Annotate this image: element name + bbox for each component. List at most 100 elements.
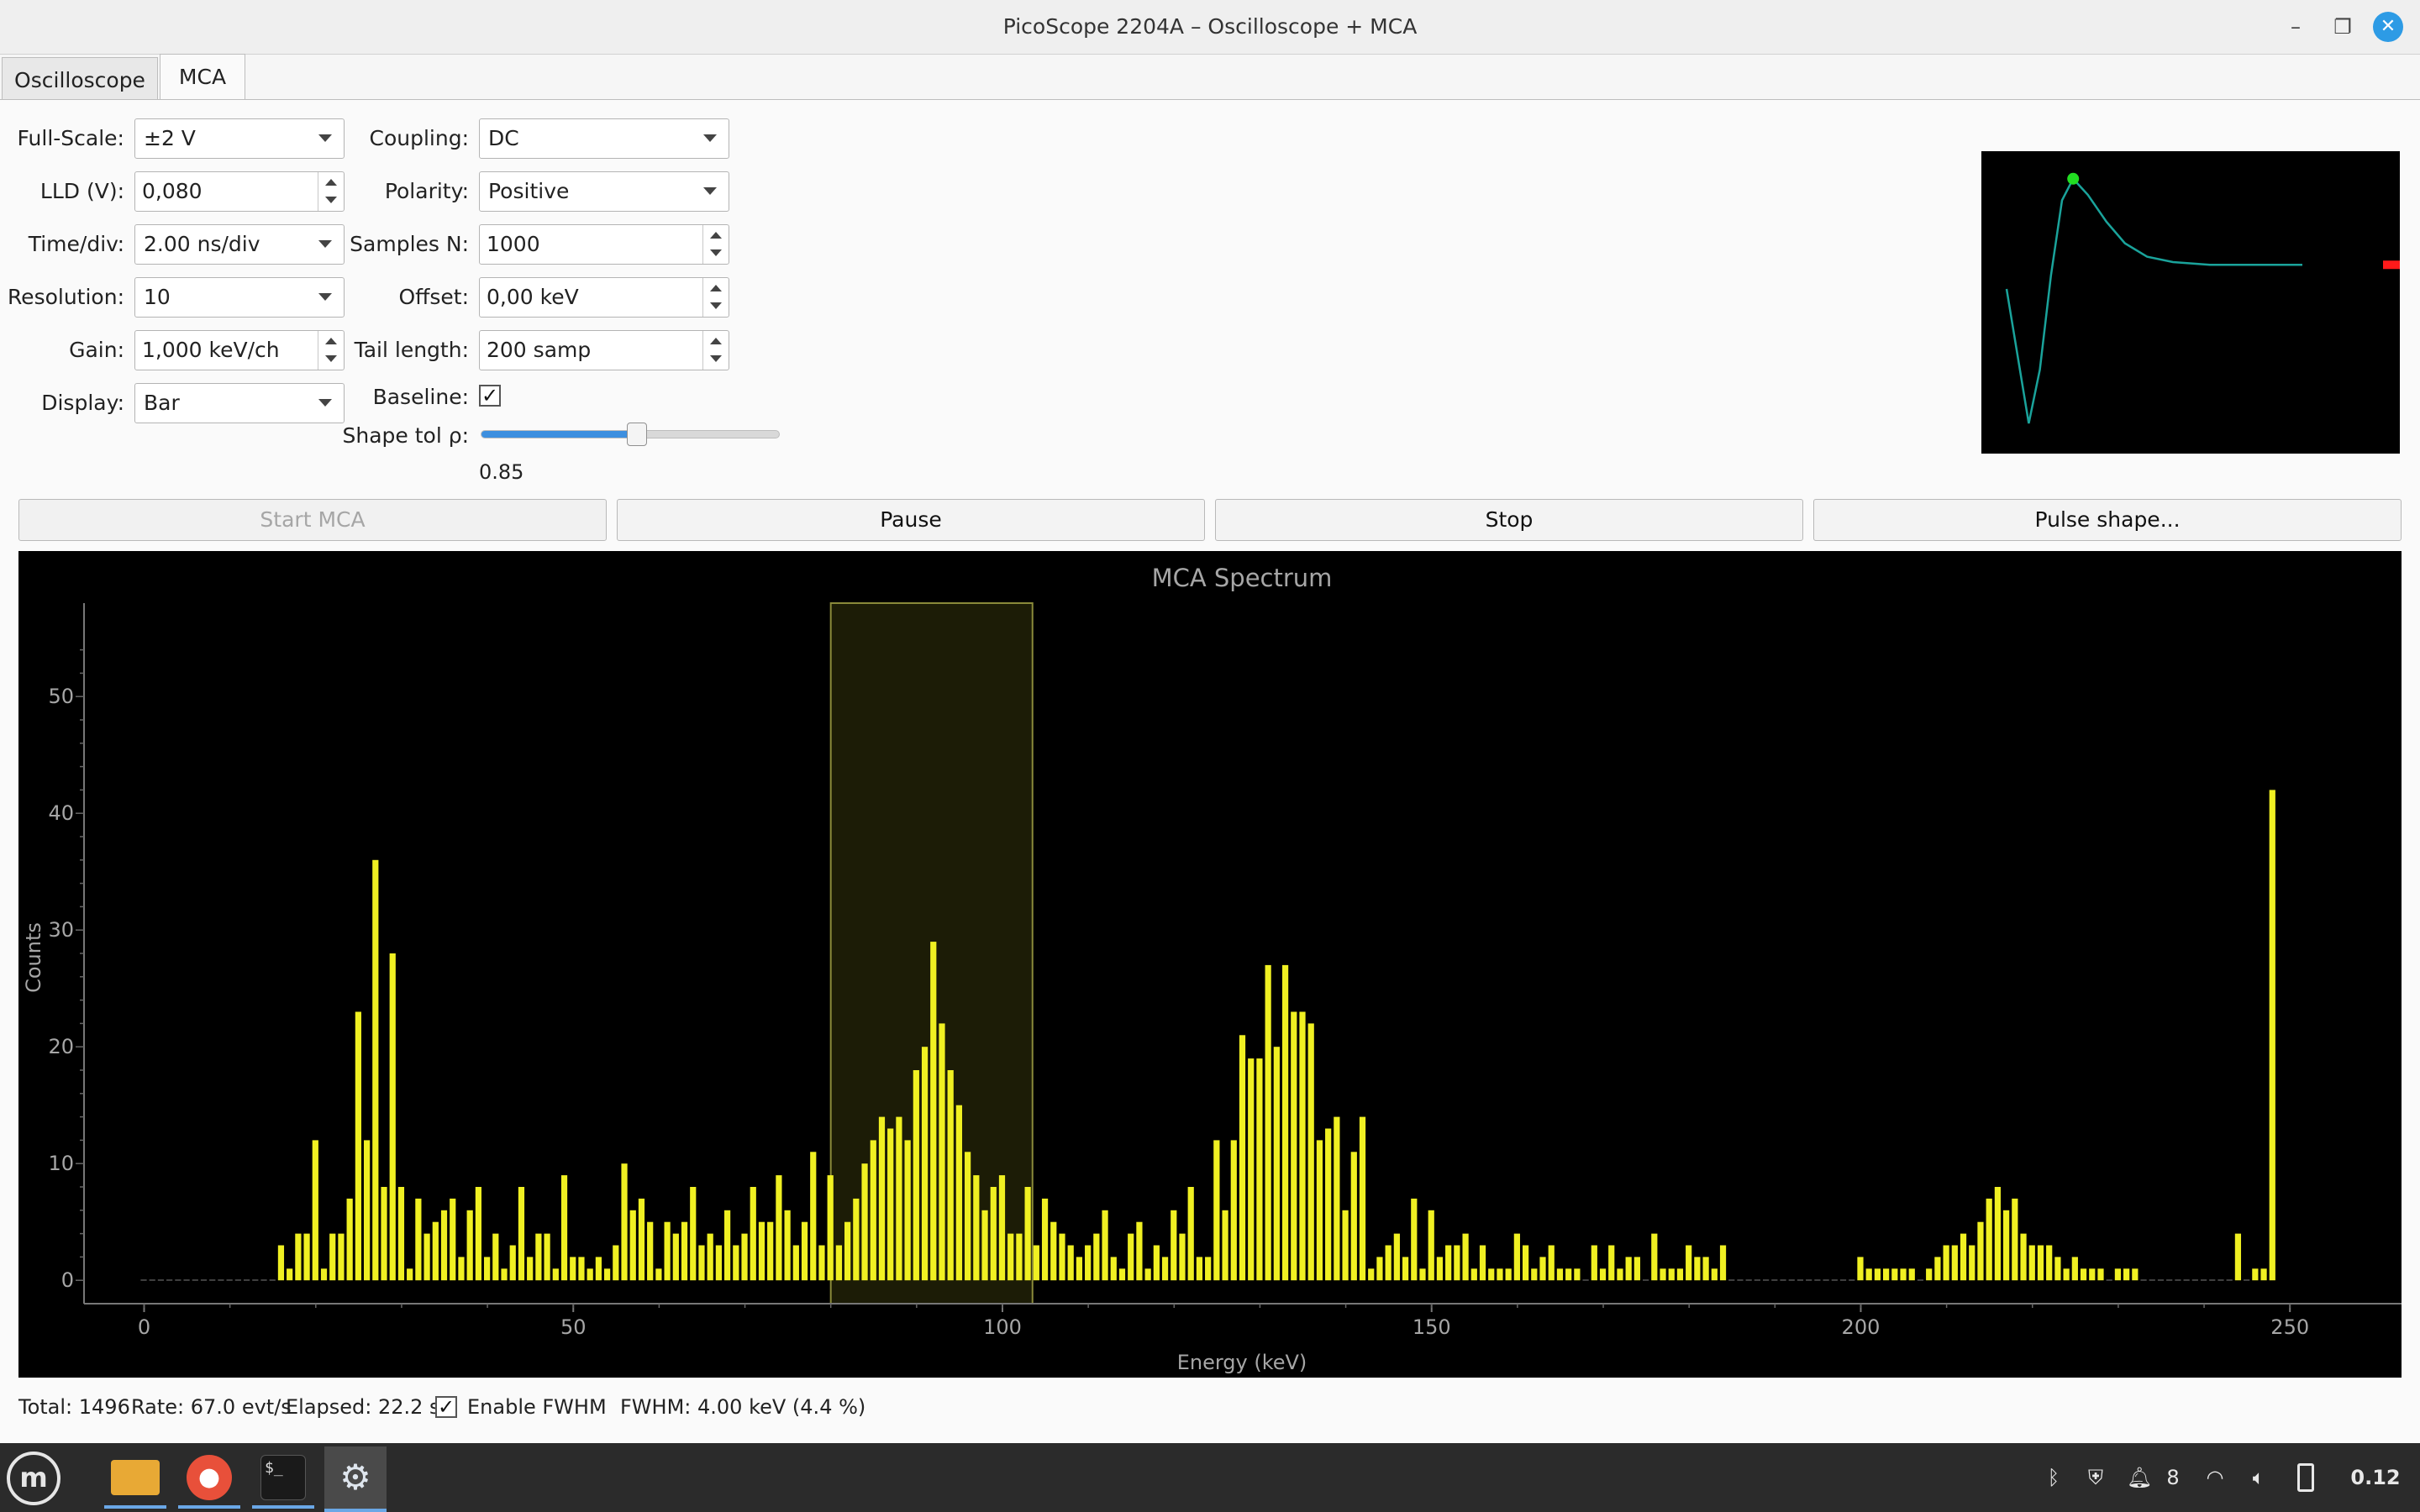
spectrum-bar (192, 1279, 198, 1281)
wifi-icon[interactable]: ◠ (2206, 1466, 2224, 1489)
spectrum-bar (2140, 1279, 2147, 1281)
spin-up-icon[interactable] (710, 285, 722, 291)
baseline-checkbox[interactable]: ✓ (479, 385, 501, 407)
offset-spinbox[interactable]: 0,00 keV (479, 277, 729, 318)
full-scale-select[interactable]: ±2 V (134, 118, 345, 159)
display-select[interactable]: Bar (134, 383, 345, 423)
spin-down-icon[interactable] (710, 355, 722, 362)
spectrum-bar (218, 1279, 224, 1281)
resolution-select[interactable]: 10 (134, 277, 345, 318)
mca-spectrum-chart[interactable]: MCA Spectrum Energy (keV) Counts 0 50 100 1… (18, 551, 2402, 1378)
pulse-peak-marker (2067, 172, 2080, 185)
spectrum-bar (707, 1233, 713, 1281)
spectrum-bar (1599, 1268, 1607, 1281)
spin-down-icon[interactable] (710, 302, 722, 309)
spectrum-bar (1960, 1233, 1967, 1281)
spectrum-bar (672, 1233, 679, 1281)
spectrum-bar (1110, 1257, 1117, 1281)
spectrum-bar (1788, 1279, 1795, 1281)
start-mca-button[interactable]: Start MCA (18, 499, 607, 541)
volume-icon[interactable]: 🔈︎ (2252, 1466, 2265, 1489)
spectrum-bar (878, 1116, 886, 1281)
pause-button[interactable]: Pause (617, 499, 1205, 541)
pulse-preview-background (1981, 151, 2400, 454)
close-icon[interactable]: ✕ (2373, 12, 2403, 42)
spectrum-bar (1505, 1268, 1512, 1281)
spectrum-bar (2089, 1268, 2096, 1281)
full-scale-value: ±2 V (144, 126, 196, 150)
gain-spinbox[interactable]: 1,000 keV/ch (134, 330, 345, 370)
spin-up-icon[interactable] (325, 338, 337, 344)
spectrum-bar (921, 1047, 929, 1281)
time-div-select[interactable]: 2.00 ns/div (134, 224, 345, 265)
spectrum-bar (1797, 1279, 1804, 1281)
tail-length-spinbox[interactable]: 200 samp (479, 330, 729, 370)
samples-n-label: Samples N: (350, 232, 469, 256)
stop-button[interactable]: Stop (1215, 499, 1803, 541)
spectrum-bar (758, 1221, 765, 1281)
spectrum-bar (1393, 1233, 1400, 1281)
spectrum-bar (1522, 1245, 1529, 1281)
tab-mca[interactable]: MCA (160, 54, 245, 102)
maximize-icon[interactable]: ❐ (2333, 15, 2352, 39)
tab-oscilloscope[interactable]: Oscilloscope (2, 57, 158, 102)
spectrum-bar (355, 1011, 361, 1281)
lld-spinbox[interactable]: 0,080 (134, 171, 345, 212)
spectrum-bar (389, 953, 396, 1281)
menu-icon[interactable]: m (7, 1452, 60, 1505)
spectrum-bar (149, 1279, 155, 1281)
spectrum-bar (2003, 1210, 2010, 1281)
spectrum-bar (1969, 1245, 1975, 1281)
spectrum-bar (715, 1245, 723, 1281)
spectrum-bar (1187, 1187, 1194, 1281)
spectrum-bar (415, 1198, 422, 1281)
bell-icon[interactable]: 🔔︎ (2126, 1466, 2153, 1489)
spectrum-bar (1917, 1279, 1924, 1281)
shape-tol-slider-handle[interactable] (627, 423, 648, 446)
fwhm-readout: FWHM: 4.00 keV (4.4 %) (620, 1395, 866, 1419)
spectrum-bar (1342, 1210, 1349, 1281)
spectrum-bar (1136, 1221, 1143, 1281)
samples-n-spinbox[interactable]: 1000 (479, 224, 729, 265)
spectrum-bar (1144, 1268, 1151, 1281)
spectrum-bar (2217, 1279, 2224, 1281)
spectrum-bar (535, 1233, 542, 1281)
enable-fwhm-checkbox[interactable]: ✓ (435, 1396, 457, 1418)
spectrum-bar (973, 1175, 980, 1281)
pulse-shape-button[interactable]: Pulse shape... (1813, 499, 2402, 541)
shield-icon[interactable]: ⛨ (2088, 1466, 2103, 1489)
gear-icon[interactable]: ⚙ (324, 1446, 387, 1512)
spectrum-bar (1728, 1279, 1735, 1281)
tail-length-value: 200 samp (487, 338, 592, 362)
files-icon[interactable] (104, 1446, 166, 1509)
firefox-icon[interactable]: ● (178, 1446, 240, 1509)
clock: 0.12 (2350, 1466, 2401, 1489)
spin-up-icon[interactable] (325, 179, 337, 186)
x-axis-label: Energy (keV) (1177, 1351, 1307, 1374)
spectrum-bar (1634, 1257, 1640, 1281)
spectrum-bar (981, 1210, 988, 1281)
spectrum-bar (1625, 1257, 1632, 1281)
shape-tol-slider[interactable] (481, 423, 780, 446)
spin-up-icon[interactable] (710, 232, 722, 239)
spectrum-bar (1171, 1210, 1177, 1281)
polarity-select[interactable]: Positive (479, 171, 729, 212)
minimize-icon[interactable]: – (2291, 15, 2301, 39)
battery-icon[interactable] (2297, 1463, 2314, 1492)
spectrum-bar (776, 1175, 782, 1281)
coupling-value: DC (488, 126, 519, 150)
spin-down-icon[interactable] (325, 197, 337, 203)
terminal-icon[interactable]: $_ (252, 1446, 314, 1509)
spectrum-bar (810, 1152, 817, 1281)
spectrum-bar (1831, 1279, 1838, 1281)
spin-down-icon[interactable] (710, 249, 722, 256)
coupling-select[interactable]: DC (479, 118, 729, 159)
spectrum-bar (2063, 1268, 2070, 1281)
spin-down-icon[interactable] (325, 355, 337, 362)
spectrum-bar (303, 1233, 310, 1281)
gain-label: Gain: (69, 338, 124, 362)
spectrum-bar (1291, 1011, 1297, 1281)
spin-up-icon[interactable] (710, 338, 722, 344)
spectrum-bar (183, 1279, 190, 1281)
bluetooth-icon[interactable]: ᛒ (2047, 1466, 2060, 1489)
